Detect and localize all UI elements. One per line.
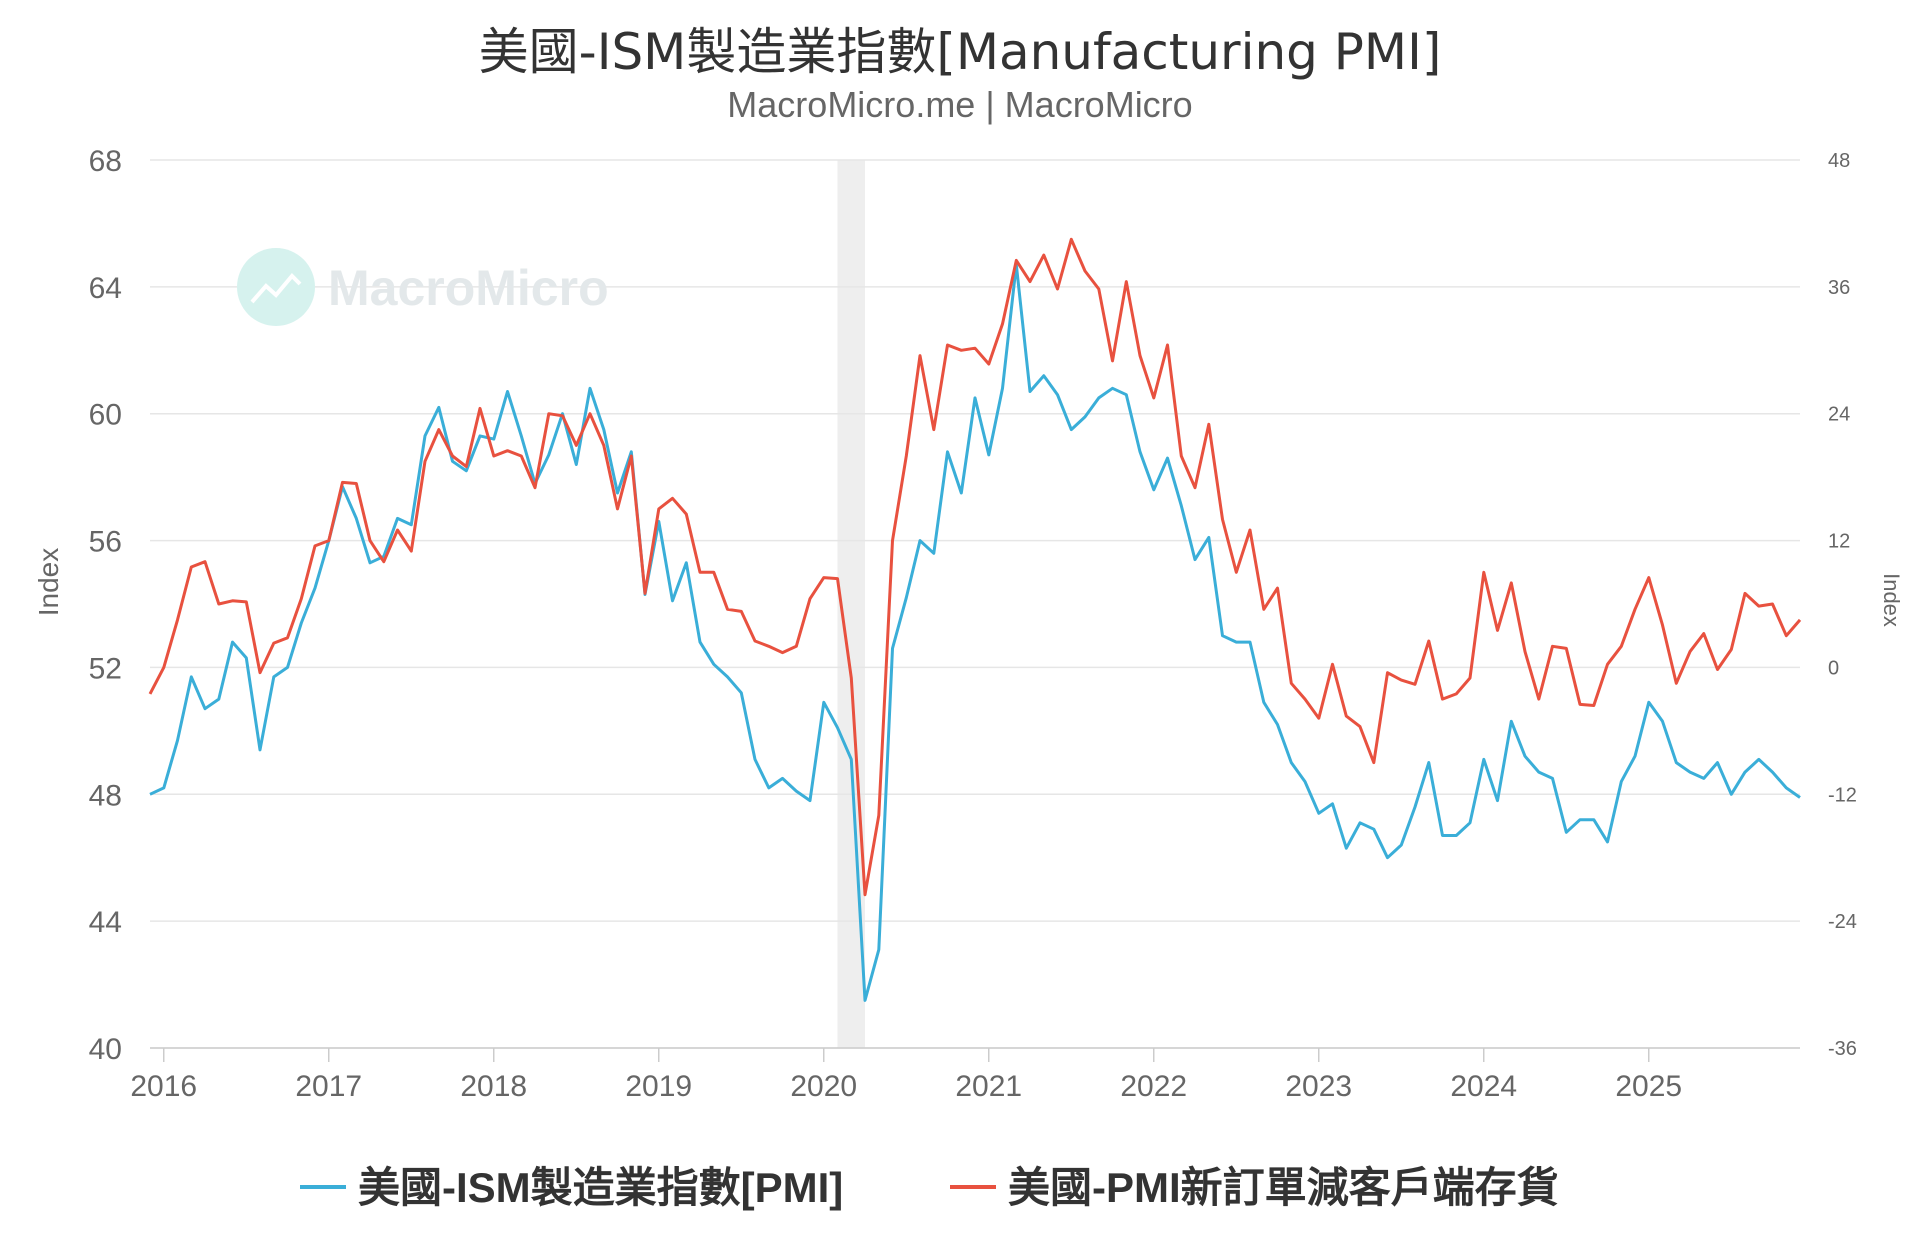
x-tick-label: 2021 xyxy=(955,1070,1022,1103)
watermark-chart-icon xyxy=(250,273,302,304)
x-tick-label: 2018 xyxy=(460,1070,527,1103)
x-tick-label: 2024 xyxy=(1450,1070,1517,1103)
y-left-tick-label: 40 xyxy=(89,1033,122,1066)
y-left-tick-label: 56 xyxy=(89,526,122,559)
y-right-tick-label: 48 xyxy=(1828,150,1850,172)
x-tick-label: 2019 xyxy=(625,1070,692,1103)
series-line-2 xyxy=(148,237,1802,897)
y-axis-left-label: Index xyxy=(33,548,64,617)
watermark: MacroMicro xyxy=(237,248,609,326)
y-left-tick-label: 64 xyxy=(89,272,122,305)
x-tick-label: 2020 xyxy=(790,1070,857,1103)
x-tick-label: 2022 xyxy=(1120,1070,1187,1103)
y-right-tick-label: 0 xyxy=(1828,657,1839,679)
legend-label-2: 美國-PMI新訂單減客戶端存貨 xyxy=(1008,1164,1559,1211)
y-right-tick-label: 12 xyxy=(1828,531,1850,553)
x-tick-label: 2023 xyxy=(1285,1070,1352,1103)
y-right-tick-label: -12 xyxy=(1828,784,1857,806)
y-right-tick-label: 36 xyxy=(1828,277,1850,299)
y-right-tick-label: -36 xyxy=(1828,1038,1857,1060)
watermark-logo-icon xyxy=(237,248,315,326)
y-left-tick-label: 44 xyxy=(89,906,122,939)
x-tick-label: 2016 xyxy=(130,1070,197,1103)
y-left-tick-label: 60 xyxy=(89,399,122,432)
x-tick-label: 2025 xyxy=(1615,1070,1682,1103)
y-left-tick-label: 68 xyxy=(89,145,122,178)
x-tick-label: 2017 xyxy=(295,1070,362,1103)
series-line-1 xyxy=(149,263,1801,1002)
y-axis-right-label: Index xyxy=(1879,573,1904,627)
y-right-tick-label: -24 xyxy=(1828,911,1857,933)
y-right-tick-label: 24 xyxy=(1828,404,1850,426)
y-left-tick-label: 52 xyxy=(89,652,122,685)
y-left-tick-label: 48 xyxy=(89,779,122,812)
watermark-text: MacroMicro xyxy=(328,260,609,316)
legend-label-1: 美國-ISM製造業指數[PMI] xyxy=(358,1164,843,1211)
chart-subtitle: MacroMicro.me | MacroMicro xyxy=(727,84,1193,125)
chart-title: 美國-ISM製造業指數[Manufacturing PMI] xyxy=(478,23,1442,81)
